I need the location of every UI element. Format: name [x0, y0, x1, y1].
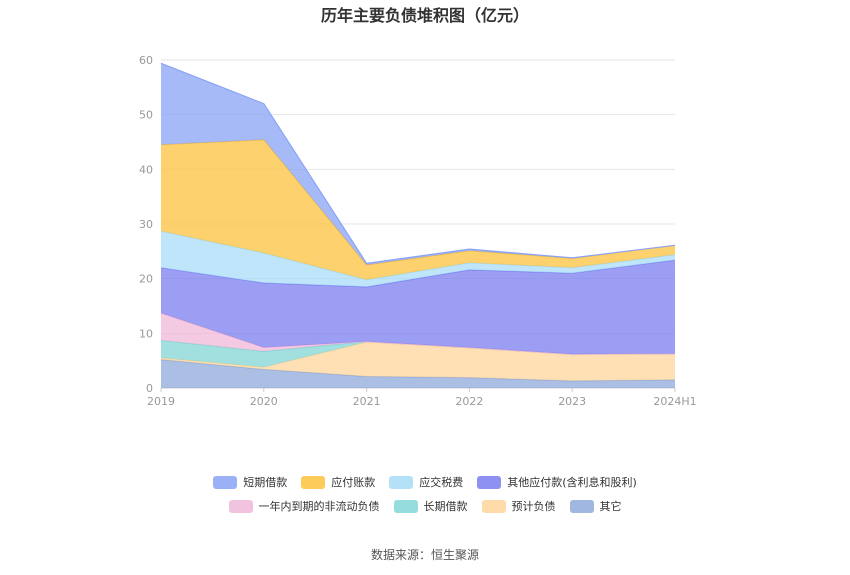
legend-item[interactable]: 长期借款 [393, 498, 468, 514]
y-tick-label: 10 [139, 327, 153, 340]
y-tick-label: 30 [139, 218, 153, 231]
y-tick-label: 0 [146, 382, 153, 395]
legend-swatch [477, 475, 502, 489]
area-其他应付款(含利息和股利)[interactable] [161, 260, 675, 355]
legend-label: 其他应付款(含利息和股利) [507, 476, 637, 489]
legend-item[interactable]: 短期借款 [213, 474, 287, 490]
area-edge-短期借款 [160, 62, 676, 265]
stacked-area-chart: 0 10 20 30 40 50 60 2019 2020 2021 2022 2023 2024H1 [139, 54, 697, 408]
legend-label: 长期借款 [423, 500, 468, 513]
legend-label: 预计负债 [511, 500, 556, 513]
legend-item[interactable]: 应交税费 [389, 474, 463, 490]
legend-item[interactable]: 应付账款 [301, 474, 375, 490]
area-series [160, 62, 676, 388]
legend-label: 一年内到期的非流动负债 [258, 500, 380, 513]
legend-swatch [393, 499, 418, 513]
area-应交税费[interactable] [161, 231, 675, 287]
legend-swatch [228, 499, 253, 513]
axes: 0 10 20 30 40 50 60 2019 2020 2021 2022 2023 2024H1 [139, 54, 697, 408]
legend-item[interactable]: 一年内到期的非流动负债 [228, 498, 380, 514]
legend-row-1: 短期借款 应付账款 应交税费 其他应付款(含利息和股利) [0, 474, 850, 490]
y-tick-label: 40 [139, 163, 153, 176]
legend-swatch [389, 475, 414, 489]
x-tick-label: 2021 [353, 395, 381, 408]
legend-item[interactable]: 其它 [569, 498, 622, 514]
area-其它[interactable] [161, 359, 675, 388]
chart-title: 历年主要负债堆积图（亿元） [320, 6, 529, 25]
x-tick-label: 2019 [147, 395, 175, 408]
x-tick-label: 2020 [250, 395, 278, 408]
legend-swatch [301, 475, 326, 489]
y-tick-label: 20 [139, 273, 153, 286]
legend-swatch [481, 499, 506, 513]
legend-label: 其它 [599, 500, 622, 513]
x-tick-label: 2023 [558, 395, 586, 408]
legend-item[interactable]: 其他应付款(含利息和股利) [477, 474, 637, 490]
legend-swatch [569, 499, 594, 513]
y-tick-label: 50 [139, 109, 153, 122]
area-应付账款[interactable] [161, 139, 675, 280]
x-tick-label: 2022 [455, 395, 483, 408]
legend-label: 应交税费 [419, 476, 464, 489]
x-tick-label: 2024H1 [653, 395, 696, 408]
y-tick-label: 60 [139, 54, 153, 67]
legend-row-2: 一年内到期的非流动负债 长期借款 预计负债 其它 [0, 498, 850, 514]
legend-item[interactable]: 预计负债 [481, 498, 556, 514]
legend-swatch [213, 475, 238, 489]
area-长期借款[interactable] [161, 340, 675, 368]
area-预计负债[interactable] [161, 342, 675, 381]
legend-label: 应付账款 [331, 476, 376, 489]
data-source: 数据来源：恒生聚源 [370, 548, 479, 562]
legend-label: 短期借款 [243, 476, 288, 489]
